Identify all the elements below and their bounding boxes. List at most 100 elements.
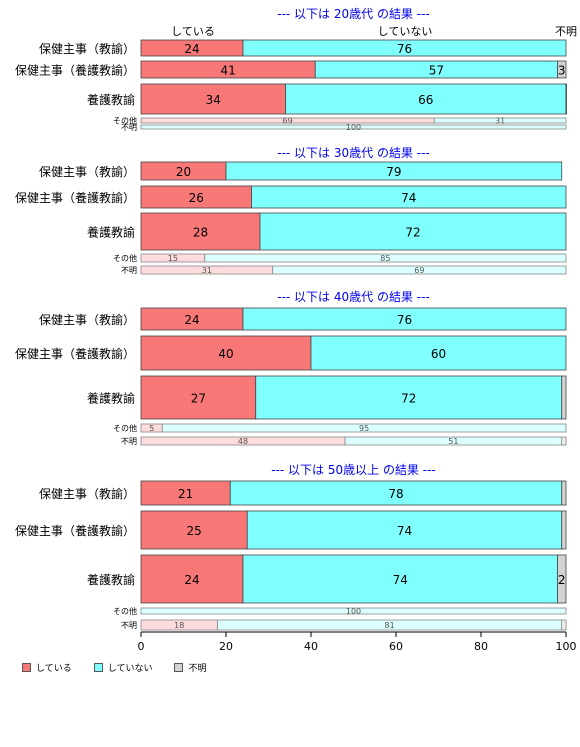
bar-segment-unknown (557, 60, 567, 79)
row-label: その他 (113, 423, 137, 433)
legend-label-unknown: 不明 (188, 663, 207, 674)
data-label: 95 (359, 424, 369, 433)
data-label: 74 (393, 573, 408, 587)
data-label: 81 (385, 621, 395, 630)
data-label: 72 (405, 226, 420, 240)
bar-segment-yes (140, 335, 312, 371)
data-label: 24 (184, 573, 199, 587)
bar-segment-no (204, 253, 567, 263)
data-label: 74 (401, 191, 416, 205)
row-label: 不明 (121, 266, 137, 275)
legend-swatch-yes (22, 662, 31, 672)
data-label: 34 (206, 93, 221, 107)
data-label: 69 (414, 266, 424, 275)
data-label: 3 (558, 64, 566, 78)
bar-segment-unknown (561, 436, 567, 446)
bar-segment-no (140, 124, 567, 130)
x-tick-label: 0 (138, 640, 145, 653)
bar-segment-unknown (561, 510, 567, 550)
legend-label-yes: している (36, 663, 72, 674)
row-label: 不明 (121, 621, 137, 630)
data-label: 76 (397, 42, 412, 56)
bar-segment-yes (140, 83, 286, 115)
data-label: 25 (186, 524, 201, 538)
bar-segment-no (255, 375, 563, 420)
row-label: 養護教諭 (87, 572, 135, 587)
top-label-yes: している (171, 25, 215, 38)
data-label: 40 (218, 347, 233, 361)
x-tick-label: 80 (474, 640, 488, 653)
data-label: 79 (386, 165, 401, 179)
legend-swatch-unknown (174, 662, 184, 672)
data-label: 15 (168, 254, 178, 263)
row-label: 不明 (121, 123, 137, 132)
row-label: 不明 (121, 437, 137, 446)
data-label: 18 (174, 621, 184, 630)
x-tick-label: 20 (219, 640, 233, 653)
data-label: 26 (189, 191, 204, 205)
row-label: 保健主事（教諭） (39, 164, 135, 179)
bar-segment-no (242, 307, 567, 331)
bar-segment-no (242, 39, 567, 57)
bar-segment-no (242, 554, 558, 604)
data-label: 74 (397, 524, 412, 538)
chart-legend: している していない 不明 (22, 660, 228, 674)
row-label: 保健主事（養護教諭） (15, 346, 135, 361)
data-label: 31 (495, 117, 505, 126)
data-label: 72 (401, 392, 416, 406)
data-label: 41 (220, 64, 235, 78)
data-label: 31 (202, 266, 212, 275)
x-tick-label: 60 (389, 640, 403, 653)
row-label: 養護教諭 (87, 225, 135, 240)
data-label: 48 (238, 437, 248, 446)
bar-segment-no (272, 265, 567, 275)
legend-item-yes: している (22, 661, 72, 674)
row-label: その他 (113, 606, 137, 616)
legend-item-unknown: 不明 (174, 661, 206, 674)
data-label: 69 (283, 117, 293, 126)
panel-title: --- 以下は 20歳代 の結果 --- (277, 7, 430, 21)
legend-item-no: していない (93, 661, 153, 674)
row-label: 保健主事（教諭） (39, 312, 135, 327)
row-label: 保健主事（養護教諭） (15, 190, 135, 205)
data-label: 100 (346, 607, 361, 616)
data-label: 21 (178, 487, 193, 501)
bar-segment-no (161, 423, 567, 433)
data-label: 76 (397, 313, 412, 327)
row-label: 保健主事（養護教諭） (15, 63, 135, 78)
legend-label-no: していない (107, 663, 153, 674)
row-label: 保健主事（教諭） (39, 486, 135, 501)
row-label: 保健主事（教諭） (39, 41, 135, 56)
data-label: 66 (418, 93, 433, 107)
data-label: 20 (176, 165, 191, 179)
data-label: 85 (380, 254, 390, 263)
bar-segment-unknown (561, 619, 567, 631)
data-label: 78 (388, 487, 403, 501)
bar-segment-yes (140, 554, 244, 604)
bar-segment-no (285, 83, 567, 115)
row-label: 保健主事（養護教諭） (15, 523, 135, 538)
data-label: 24 (184, 313, 199, 327)
top-label-no: していない (378, 25, 433, 38)
x-tick-label: 100 (556, 640, 577, 653)
data-label: 28 (193, 226, 208, 240)
data-label: 24 (184, 42, 199, 56)
bar-segment-yes (140, 375, 257, 420)
bar-segment-unknown (565, 83, 567, 115)
legend-swatch-no (93, 662, 103, 672)
row-label: 養護教諭 (87, 391, 135, 406)
bar-segment-unknown (561, 375, 567, 420)
row-label: 養護教諭 (87, 92, 135, 107)
panel-title: --- 以下は 50歳以上 の結果 --- (271, 463, 436, 477)
data-label: 2 (558, 573, 566, 587)
data-label: 5 (149, 424, 154, 433)
data-label: 57 (429, 64, 444, 78)
bar-segment-no (225, 161, 563, 181)
row-label: その他 (113, 116, 137, 126)
panel-title: --- 以下は 30歳代 の結果 --- (277, 146, 430, 160)
data-label: 51 (448, 437, 458, 446)
panel-title: --- 以下は 40歳代 の結果 --- (277, 290, 430, 304)
bar-segment-no (140, 607, 567, 615)
bar-segment-no (229, 480, 563, 506)
